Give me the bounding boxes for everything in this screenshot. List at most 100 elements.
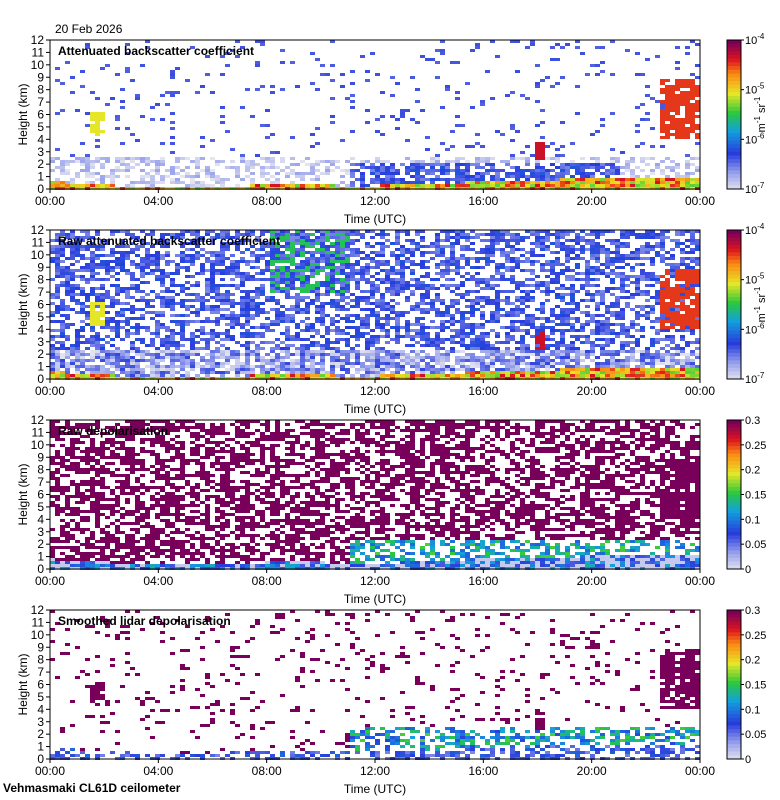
y-tick-label: 0 bbox=[37, 562, 44, 576]
y-tick-label: 7 bbox=[37, 285, 44, 299]
y-tick-label: 8 bbox=[37, 653, 44, 667]
x-axis-label: Time (UTC) bbox=[344, 402, 406, 416]
x-tick-label: 16:00 bbox=[468, 764, 498, 778]
x-axis-label: Time (UTC) bbox=[344, 212, 406, 226]
colorbar-frame bbox=[726, 39, 742, 190]
panel-title: Attenuated backscatter coefficient bbox=[58, 44, 254, 58]
colorbar-tick-label: 0.1 bbox=[745, 704, 760, 716]
y-tick-label: 12 bbox=[31, 413, 45, 427]
x-tick-label: 00:00 bbox=[35, 194, 65, 208]
colorbar-tick-label: 0.1 bbox=[745, 514, 760, 526]
x-tick-label: 04:00 bbox=[143, 384, 173, 398]
y-tick-label: 12 bbox=[31, 603, 45, 617]
colorbar-tick-label: 10-5 bbox=[745, 82, 765, 97]
colorbar-tick-label: 0.25 bbox=[745, 630, 766, 642]
y-axis-label: Height (km) bbox=[16, 83, 30, 145]
colorbar-tick-label: 0.25 bbox=[745, 440, 766, 452]
y-tick-label: 5 bbox=[37, 690, 44, 704]
y-tick-label: 2 bbox=[37, 157, 44, 171]
y-tick-label: 4 bbox=[37, 322, 44, 336]
y-tick-label: 9 bbox=[37, 70, 44, 84]
colorbar-tick-label: 10-6 bbox=[745, 321, 765, 336]
y-tick-label: 5 bbox=[37, 310, 44, 324]
colorbar-tick-label: 0 bbox=[745, 754, 751, 766]
colorbar-tick-label: 0.05 bbox=[745, 539, 766, 551]
colorbar-tick-label: 10-7 bbox=[745, 181, 765, 196]
y-tick-label: 9 bbox=[37, 450, 44, 464]
x-tick-label: 04:00 bbox=[143, 194, 173, 208]
x-tick-label: 08:00 bbox=[252, 384, 282, 398]
x-tick-label: 00:00 bbox=[685, 574, 715, 588]
colorbar-tick-label: 0.05 bbox=[745, 729, 766, 741]
y-axis-label: Height (km) bbox=[16, 653, 30, 715]
colorbar-tick-label: 0.15 bbox=[745, 680, 766, 692]
x-tick-label: 00:00 bbox=[35, 764, 65, 778]
colorbar: 10-7 10-6 10-5 10-4 m-1 sr-1 bbox=[726, 32, 768, 196]
y-tick-label: 4 bbox=[37, 702, 44, 716]
y-tick-label: 2 bbox=[37, 727, 44, 741]
x-tick-label: 16:00 bbox=[468, 384, 498, 398]
x-tick-label: 00:00 bbox=[35, 574, 65, 588]
y-tick-label: 11 bbox=[32, 235, 45, 249]
y-tick-label: 6 bbox=[37, 488, 44, 502]
y-tick-label: 1 bbox=[37, 170, 44, 184]
y-tick-label: 4 bbox=[37, 132, 44, 146]
x-tick-label: 08:00 bbox=[252, 574, 282, 588]
colorbar-tick-label: 0.3 bbox=[745, 415, 760, 427]
y-tick-label: 5 bbox=[37, 500, 44, 514]
x-tick-label: 20:00 bbox=[577, 194, 607, 208]
panel-title: Raw attenuated backscatter coefficient bbox=[58, 234, 280, 248]
x-tick-label: 20:00 bbox=[577, 764, 607, 778]
y-tick-label: 4 bbox=[37, 512, 44, 526]
colorbar-tick-label: 0.2 bbox=[745, 655, 760, 667]
y-tick-label: 7 bbox=[37, 95, 44, 109]
y-tick-label: 7 bbox=[37, 665, 44, 679]
y-tick-label: 0 bbox=[37, 372, 44, 386]
panel-title: Raw depolarisation bbox=[58, 424, 168, 438]
colorbar-frame bbox=[726, 229, 742, 380]
colorbar-tick-label: 10-4 bbox=[745, 222, 765, 237]
date-label: 20 Feb 2026 bbox=[55, 22, 123, 36]
x-tick-label: 04:00 bbox=[143, 764, 173, 778]
y-tick-label: 0 bbox=[37, 752, 44, 766]
y-tick-label: 11 bbox=[32, 425, 45, 439]
x-tick-label: 12:00 bbox=[360, 384, 390, 398]
x-tick-label: 00:00 bbox=[685, 194, 715, 208]
colorbar-tick-label: 10-5 bbox=[745, 272, 765, 287]
site-label: Vehmasmaki CL61D ceilometer bbox=[3, 781, 181, 795]
y-tick-label: 3 bbox=[37, 715, 44, 729]
x-tick-label: 00:00 bbox=[685, 764, 715, 778]
x-tick-label: 12:00 bbox=[360, 764, 390, 778]
x-tick-label: 08:00 bbox=[252, 764, 282, 778]
x-tick-label: 00:00 bbox=[35, 384, 65, 398]
y-tick-label: 2 bbox=[37, 347, 44, 361]
y-tick-label: 3 bbox=[37, 335, 44, 349]
colorbar-tick-label: 0.2 bbox=[745, 465, 760, 477]
colorbar-tick-label: 0 bbox=[745, 564, 751, 576]
y-tick-label: 1 bbox=[37, 740, 44, 754]
x-tick-label: 20:00 bbox=[577, 384, 607, 398]
y-tick-label: 12 bbox=[31, 33, 45, 47]
y-tick-label: 6 bbox=[37, 298, 44, 312]
y-tick-label: 11 bbox=[32, 615, 45, 629]
colorbar-tick-label: 10-4 bbox=[745, 32, 765, 47]
panel-title: Smoothed lidar depolarisation bbox=[58, 614, 231, 628]
y-tick-label: 8 bbox=[37, 273, 44, 287]
y-tick-label: 12 bbox=[31, 223, 45, 237]
y-tick-label: 6 bbox=[37, 678, 44, 692]
y-tick-label: 9 bbox=[37, 640, 44, 654]
colorbar-unit: m-1 sr-1 bbox=[753, 286, 768, 322]
y-tick-label: 8 bbox=[37, 463, 44, 477]
y-tick-label: 3 bbox=[37, 145, 44, 159]
y-tick-label: 2 bbox=[37, 537, 44, 551]
x-tick-label: 08:00 bbox=[252, 194, 282, 208]
x-tick-label: 12:00 bbox=[360, 574, 390, 588]
y-tick-label: 10 bbox=[31, 248, 45, 262]
x-tick-label: 16:00 bbox=[468, 194, 498, 208]
y-axis-label: Height (km) bbox=[16, 273, 30, 335]
y-tick-label: 9 bbox=[37, 260, 44, 274]
x-axis-label: Time (UTC) bbox=[344, 782, 406, 796]
